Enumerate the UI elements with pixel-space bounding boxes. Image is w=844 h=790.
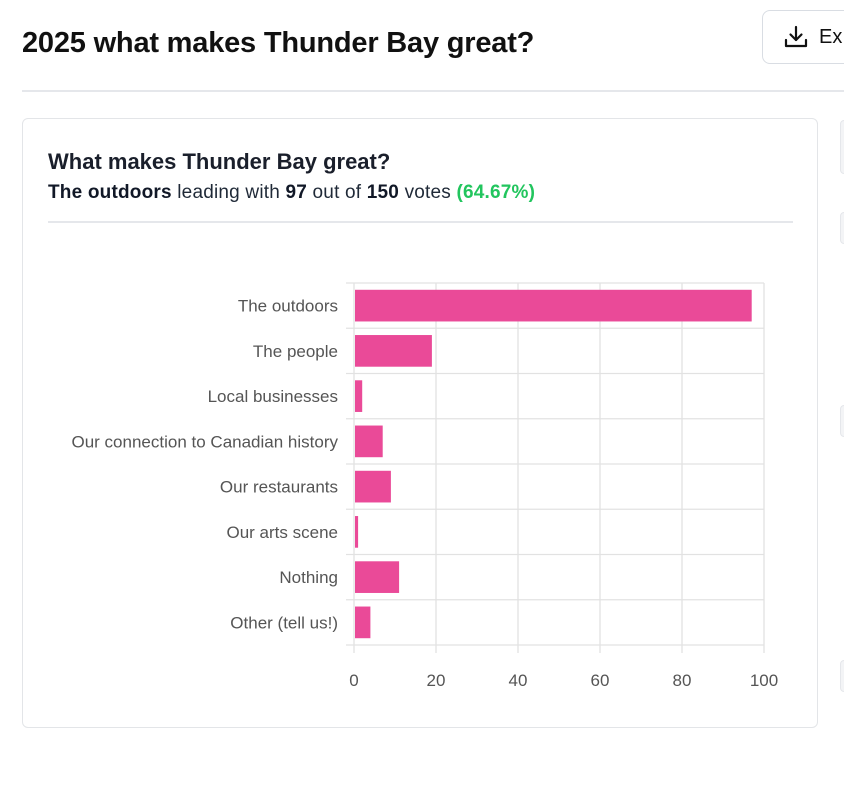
adjacent-control-edge [840,660,844,692]
y-tick-label: Local businesses [208,387,338,406]
y-tick-label: Nothing [279,568,338,587]
x-tick-label: 0 [349,671,358,690]
header-divider [22,90,844,92]
x-tick-label: 100 [750,671,778,690]
bar [355,516,359,548]
x-tick-label: 40 [509,671,528,690]
adjacent-control-edge [840,405,844,437]
bar-chart: The outdoors The people Local businesses Ou… [72,282,778,690]
summary-leading-with: leading with [177,182,281,203]
page-title: 2025 what makes Thunder Bay great? [22,27,535,59]
bar [355,335,432,367]
download-icon [783,24,809,50]
adjacent-card-edge [840,120,844,174]
summary-leader: The outdoors [48,182,172,203]
bar [355,606,371,639]
bar [355,380,363,412]
summary-votes: 97 [285,182,308,203]
y-tick-label: Our restaurants [220,478,338,497]
adjacent-control-edge [840,212,844,244]
x-tick-label: 20 [427,671,446,690]
card-summary: The outdoors leading with 97 out of 150 … [48,182,535,204]
summary-votes-word: votes [404,182,451,203]
x-tick-label: 80 [673,671,692,690]
summary-total: 150 [366,182,400,203]
export-button-label: Ex [819,25,843,48]
y-tick-label: Our arts scene [227,523,339,542]
x-tick-label: 60 [591,671,610,690]
card-title: What makes Thunder Bay great? [48,149,391,174]
y-tick-label: The outdoors [238,297,338,316]
bar [355,289,752,322]
y-tick-label: Our connection to Canadian history [72,432,339,451]
y-tick-label: The people [253,342,338,361]
summary-out-of: out of [312,182,362,203]
export-button[interactable]: Ex [762,10,844,64]
card-divider [48,221,793,223]
bar [355,425,383,458]
summary-percent: (64.67%) [456,182,536,203]
bar [355,470,391,503]
y-tick-label: Other (tell us!) [230,613,338,632]
poll-result-card: What makes Thunder Bay great? The outdoo… [22,118,818,728]
bar [355,561,400,593]
